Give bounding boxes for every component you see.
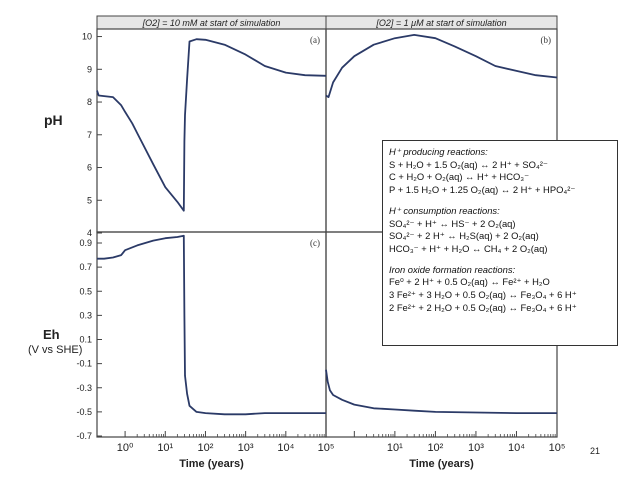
slide-number: 21	[590, 446, 601, 456]
x-tick-label: 10¹	[157, 442, 173, 454]
y-tick-label: 0.3	[79, 310, 92, 320]
y-tick-label: 10	[82, 32, 92, 42]
x-axis-label: Time (years)	[409, 458, 474, 470]
y-tick-label: 0.9	[79, 238, 92, 248]
y-tick-label: 0.1	[79, 335, 92, 345]
h-producing-reaction: S + H₂O + 1.5 O₂(aq) ↔ 2 H⁺ + SO₄²⁻	[389, 158, 548, 170]
x-tick-label: 10⁵	[318, 442, 335, 454]
iron-oxide-title: Iron oxide formation reactions:	[389, 263, 516, 275]
y-tick-label: -0.1	[76, 359, 92, 369]
y-tick-label: 6	[87, 163, 92, 173]
y-tick-label: 0.5	[79, 286, 92, 296]
ph-axis-label: pH	[44, 112, 63, 128]
y-tick-label: -0.3	[76, 383, 92, 393]
series-line-d	[325, 369, 557, 415]
reactions-box: H⁺ producing reactions: S + H₂O + 1.5 O₂…	[382, 140, 618, 346]
panel-frame-a	[96, 28, 327, 233]
x-tick-label: 10²	[197, 442, 213, 454]
x-tick-label: 10⁰	[117, 442, 134, 454]
h-producing-reaction: C + H₂O + O₂(aq) ↔ H⁺ + HCO₃⁻	[389, 171, 530, 183]
h-consumption-reaction: SO₄²⁻ + H⁺ ↔ HS⁻ + 2 O₂(aq)	[389, 217, 516, 229]
h-producing-reaction: P + 1.5 H₂O + 1.25 O₂(aq) ↔ 2 H⁺ + HPO₄²…	[389, 184, 576, 196]
eh-axis-unit: (V vs SHE)	[28, 344, 83, 356]
h-producing-title: H⁺ producing reactions:	[389, 146, 488, 157]
eh-axis-label: Eh	[43, 327, 60, 342]
x-tick-label: 10²	[427, 442, 443, 454]
y-tick-label: 4	[87, 228, 92, 238]
y-tick-label: -0.5	[76, 407, 92, 417]
y-tick-label: -0.7	[76, 431, 92, 441]
h-consumption-reaction: HCO₃⁻ + H⁺ + H₂O ↔ CH₄ + 2 O₂(aq)	[389, 242, 548, 254]
iron-oxide-reaction: Fe⁰ + 2 H⁺ + 0.5 O₂(aq) ↔ Fe²⁺ + H₂O	[389, 276, 550, 288]
x-tick-label: 10⁴	[277, 442, 294, 454]
x-tick-label: 10³	[468, 442, 484, 454]
x-tick-label: 10⁵	[549, 442, 566, 454]
y-tick-label: 7	[87, 130, 92, 140]
panel-label-a: (a)	[310, 35, 320, 45]
panel-frame-c	[96, 231, 327, 438]
y-tick-label: 5	[87, 195, 92, 205]
y-tick-label: 9	[87, 64, 92, 74]
panel-title: [O2] = 10 mM at start of simulation	[142, 18, 281, 28]
iron-oxide-reaction: 2 Fe²⁺ + 2 H₂O + 0.5 O₂(aq) ↔ Fe₃O₄ + 6 …	[389, 301, 577, 313]
h-consumption-reaction: SO₄²⁻ + 2 H⁺ ↔ H₂S(aq) + 2 O₂(aq)	[389, 230, 539, 242]
y-tick-label: 0.7	[79, 262, 92, 272]
y-tick-label: 8	[87, 97, 92, 107]
x-tick-label: 10¹	[387, 442, 403, 454]
series-line-a	[96, 38, 327, 212]
series-line-b	[325, 34, 558, 98]
panel-label-b: (b)	[541, 35, 552, 45]
h-consumption-title: H⁺ consumption reactions:	[389, 204, 500, 216]
x-axis-label: Time (years)	[179, 458, 244, 470]
x-tick-label: 10³	[238, 442, 254, 454]
panel-title: [O2] = 1 μM at start of simulation	[375, 18, 506, 28]
series-line-c	[97, 234, 326, 416]
x-tick-label: 10⁴	[508, 442, 525, 454]
iron-oxide-reaction: 3 Fe²⁺ + 3 H₂O + 0.5 O₂(aq) ↔ Fe₃O₄ + 6 …	[389, 289, 577, 301]
panel-label-c: (c)	[310, 238, 320, 248]
